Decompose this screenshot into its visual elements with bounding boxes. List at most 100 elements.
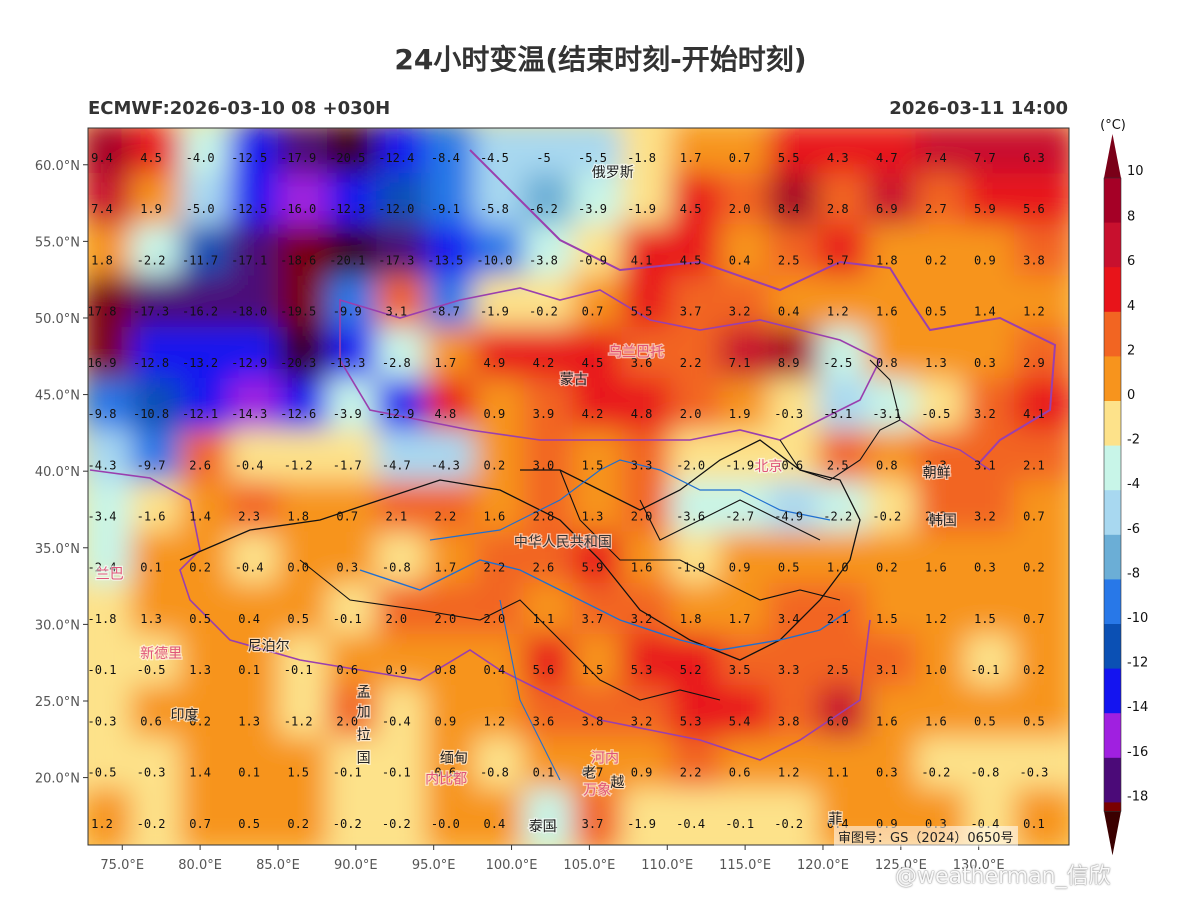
- grid-value: -3.6: [676, 510, 705, 524]
- border-line: [559, 469, 841, 601]
- colorbar-bottom-cap: [1104, 811, 1121, 856]
- grid-value: 6.3: [1023, 151, 1045, 165]
- grid-value: 1.2: [1023, 305, 1045, 319]
- grid-value: 3.4: [778, 612, 800, 626]
- grid-value: 1.0: [925, 663, 947, 677]
- grid-value: -9.9: [333, 305, 362, 319]
- grid-value: -12.6: [280, 407, 316, 421]
- grid-value: 2.3: [925, 458, 947, 472]
- lat-tick-label: 45.0°N: [35, 389, 80, 404]
- grid-value: 0.3: [974, 561, 996, 575]
- grid-value: 4.3: [827, 151, 849, 165]
- lon-tick-label: 115.0°E: [719, 858, 771, 873]
- grid-value: 3.2: [631, 714, 653, 728]
- grid-value: 2.2: [484, 561, 506, 575]
- grid-value: 0.2: [189, 714, 211, 728]
- grid-value: 2.6: [189, 458, 211, 472]
- grid-value: 2.2: [680, 766, 702, 780]
- place-name: 俄罗斯: [592, 165, 634, 181]
- grid-value: 2.5: [827, 663, 849, 677]
- grid-value: 0.4: [778, 305, 800, 319]
- grid-value: 4.7: [876, 151, 898, 165]
- colorbar-bin: [1104, 534, 1121, 580]
- grid-value: -10.8: [133, 407, 169, 421]
- grid-value: -0.1: [333, 766, 362, 780]
- grid-value: 3.3: [778, 663, 800, 677]
- grid-value: 5.7: [827, 253, 849, 267]
- grid-value: 0.7: [582, 766, 604, 780]
- grid-value: 2.0: [680, 407, 702, 421]
- grid-value: 0.1: [238, 766, 260, 780]
- grid-value: 7.4: [925, 151, 947, 165]
- grid-value: -0.4: [235, 561, 264, 575]
- grid-value: 2.1: [385, 510, 407, 524]
- grid-value: -19.5: [280, 305, 316, 319]
- grid-value: -0.8: [382, 561, 411, 575]
- grid-value: 2.6: [533, 561, 555, 575]
- lon-tick-label: 90.0°E: [334, 858, 378, 873]
- grid-value: 2.0: [385, 612, 407, 626]
- grid-value: 8.9: [778, 356, 800, 370]
- grid-value: 4.1: [631, 253, 653, 267]
- colorbar-label: -8: [1127, 566, 1140, 581]
- grid-value: 1.7: [680, 151, 702, 165]
- lat-tick-label: 40.0°N: [35, 465, 80, 480]
- grid-value: 0.3: [336, 561, 358, 575]
- place-name: 北京: [754, 459, 782, 475]
- place-name: 河内: [591, 750, 619, 766]
- lon-tick-label: 120.0°E: [797, 858, 849, 873]
- grid-value: 3.6: [533, 714, 555, 728]
- grid-value: -0.9: [578, 253, 607, 267]
- border-line: [89, 469, 871, 761]
- grid-value: 0.9: [385, 663, 407, 677]
- grid-value: 5.4: [729, 714, 751, 728]
- grid-value: 2.2: [435, 510, 457, 524]
- grid-value: 1.5: [974, 612, 996, 626]
- colorbar-label: -14: [1127, 700, 1148, 715]
- grid-value: 0.5: [238, 817, 260, 831]
- grid-value: 2.1: [1023, 458, 1045, 472]
- grid-value: 5.5: [778, 151, 800, 165]
- grid-value: -16.2: [182, 305, 218, 319]
- place-name: 泰国: [529, 819, 557, 835]
- grid-value: -0.5: [921, 407, 950, 421]
- grid-value: -12.5: [231, 202, 267, 216]
- grid-value: -1.8: [627, 151, 656, 165]
- grid-value: 0.8: [876, 356, 898, 370]
- grid-value: 1.7: [435, 561, 457, 575]
- grid-value: -2.2: [823, 510, 852, 524]
- grid-value: 4.5: [680, 202, 702, 216]
- grid-value: 0.5: [974, 714, 996, 728]
- grid-value: -5.5: [578, 151, 607, 165]
- grid-value: 2.8: [533, 510, 555, 524]
- colorbar-bin: [1104, 624, 1121, 670]
- grid-value: 3.9: [533, 407, 555, 421]
- grid-value: -20.1: [329, 253, 365, 267]
- grid-value: 4.2: [533, 356, 555, 370]
- grid-value: 2.2: [680, 356, 702, 370]
- colorbar-bin: [1104, 713, 1121, 759]
- grid-value: 2.0: [336, 714, 358, 728]
- grid-value: -9.7: [137, 458, 166, 472]
- grid-value: -9.1: [431, 202, 460, 216]
- grid-value: 0.5: [778, 561, 800, 575]
- grid-value: -0.5: [88, 766, 117, 780]
- grid-value: 1.8: [680, 612, 702, 626]
- grid-value: -12.9: [231, 356, 267, 370]
- grid-value: -1.9: [725, 458, 754, 472]
- grid-value: -20.5: [329, 151, 365, 165]
- grid-value: 0.5: [189, 612, 211, 626]
- grid-value: 3.5: [729, 663, 751, 677]
- grid-value: 1.4: [189, 510, 211, 524]
- grid-value: 1.8: [91, 253, 113, 267]
- grid-value: 3.8: [1023, 253, 1045, 267]
- grid-value: 0.6: [336, 663, 358, 677]
- grid-value: 3.6: [631, 356, 653, 370]
- colorbar-label: 2: [1127, 343, 1135, 358]
- grid-value: 3.8: [582, 714, 604, 728]
- grid-value: 1.2: [484, 714, 506, 728]
- grid-value: -12.0: [378, 202, 414, 216]
- colorbar-bin: [1104, 178, 1121, 224]
- grid-value: -0.2: [872, 510, 901, 524]
- grid-value: -0.2: [774, 817, 803, 831]
